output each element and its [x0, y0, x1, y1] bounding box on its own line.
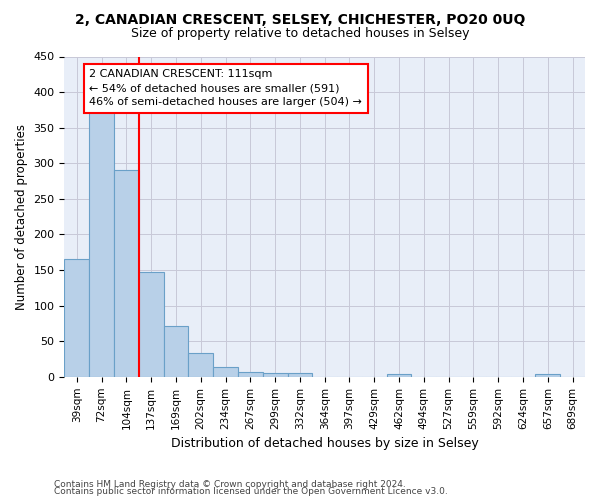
- Bar: [114, 170, 139, 377]
- Text: 2 CANADIAN CRESCENT: 111sqm
← 54% of detached houses are smaller (591)
46% of se: 2 CANADIAN CRESCENT: 111sqm ← 54% of det…: [89, 70, 362, 108]
- Bar: [238, 372, 263, 377]
- Bar: [535, 374, 560, 377]
- Bar: [263, 372, 287, 377]
- Bar: [188, 352, 213, 377]
- Bar: [89, 110, 114, 377]
- Bar: [64, 260, 89, 377]
- X-axis label: Distribution of detached houses by size in Selsey: Distribution of detached houses by size …: [171, 437, 479, 450]
- Text: Size of property relative to detached houses in Selsey: Size of property relative to detached ho…: [131, 28, 469, 40]
- Text: Contains public sector information licensed under the Open Government Licence v3: Contains public sector information licen…: [54, 487, 448, 496]
- Bar: [287, 374, 313, 377]
- Bar: [139, 272, 164, 377]
- Bar: [386, 374, 412, 377]
- Bar: [164, 326, 188, 377]
- Bar: [213, 367, 238, 377]
- Text: Contains HM Land Registry data © Crown copyright and database right 2024.: Contains HM Land Registry data © Crown c…: [54, 480, 406, 489]
- Y-axis label: Number of detached properties: Number of detached properties: [15, 124, 28, 310]
- Text: 2, CANADIAN CRESCENT, SELSEY, CHICHESTER, PO20 0UQ: 2, CANADIAN CRESCENT, SELSEY, CHICHESTER…: [75, 12, 525, 26]
